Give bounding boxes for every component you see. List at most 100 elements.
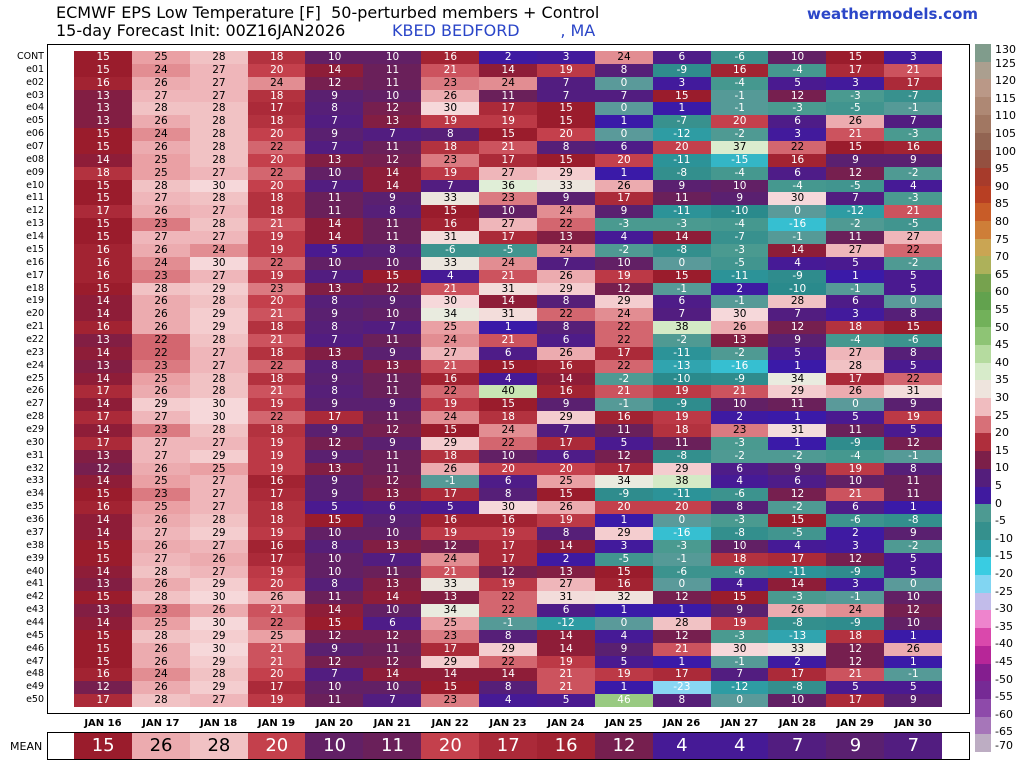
heatmap-cell: 30 [189,616,249,631]
colorbar-label: 100 [995,144,1016,158]
heatmap-cell: 23 [421,76,480,91]
heatmap-cell: 6 [479,346,538,361]
heatmap-cell: 13 [74,604,133,618]
heatmap-cell: 15 [421,424,480,438]
colorbar-segment [975,291,991,310]
heatmap-cell: 28 [189,668,249,682]
mean-cell: 26 [131,733,191,759]
heatmap-cell: 18 [652,424,712,438]
heatmap-cell: 21 [247,642,306,657]
colorbar-label: -15 [995,549,1013,563]
brand-link[interactable]: weathermodels.com [806,5,978,23]
heatmap-cell: 11 [363,63,422,78]
heatmap-cell: 7 [536,76,596,91]
heatmap-cell: 24 [189,243,249,258]
mean-frame [47,732,970,760]
heatmap-cell: 27 [131,552,191,566]
member-label: e38 [26,539,44,551]
colorbar-label: -40 [995,637,1013,651]
heatmap-cell: -10 [710,205,769,219]
heatmap-cell: 26 [826,115,885,129]
heatmap-cell: 26 [189,552,249,566]
heatmap-cell: 24 [479,424,538,438]
heatmap-cell: 31 [421,231,480,245]
heatmap-cell: 5 [421,501,480,515]
heatmap-cell: 17 [74,385,133,399]
heatmap-cell: 6 [768,115,827,129]
heatmap-cell: -2 [652,333,712,348]
heatmap-cell: 14 [74,295,133,309]
heatmap-cell: -12 [710,681,769,695]
heatmap-cell: 19 [710,616,769,631]
heatmap-cell: -2 [594,243,654,258]
heatmap-cell: 14 [305,218,364,232]
heatmap-cell: 3 [884,51,943,65]
heatmap-cell: 27 [884,231,943,245]
member-label: e47 [26,655,44,667]
heatmap-cell: -9 [768,269,827,284]
heatmap-cell: 0 [594,76,654,91]
heatmap-cell: 29 [189,449,249,464]
colorbar-segment [975,610,991,629]
heatmap-cell: 23 [131,604,191,618]
chart-title: ECMWF EPS Low Temperature [F] 50-perturb… [56,3,600,22]
heatmap-cell: 9 [363,398,422,412]
heatmap-cell: 26 [131,462,191,476]
heatmap-cell: 15 [421,205,480,219]
heatmap-cell: 27 [131,411,191,425]
heatmap-cell: 12 [826,642,885,657]
colorbar-label: 5 [995,479,1002,492]
heatmap-cell: 21 [884,205,943,219]
heatmap-cell: 16 [884,141,943,155]
heatmap-cell: 21 [479,269,538,284]
heatmap-cell: 22 [247,411,306,425]
heatmap-cell: 9 [594,642,654,657]
heatmap-cell: 0 [884,295,943,309]
heatmap-cell: 18 [247,51,306,65]
heatmap-cell: -1 [826,282,885,296]
heatmap-cell: 29 [536,411,596,425]
member-label: e14 [26,231,44,243]
heatmap-cell: 7 [536,89,596,103]
colorbar-segment [975,645,991,664]
heatmap-cell: -2 [710,346,769,361]
date-axis: JAN 16 JAN 17 JAN 18 JAN 19 JAN 20 JAN 21 JAN … [74,718,942,732]
heatmap-cell: -4 [710,76,769,91]
colorbar-segment [975,362,991,381]
colorbar-segment [975,167,991,187]
heatmap-cell: 26 [131,681,191,695]
colorbar-segment [975,203,991,222]
heatmap-cell: 7 [305,333,364,348]
heatmap-cell: -6 [652,565,712,579]
heatmap-cell: 12 [768,321,827,335]
member-label: e35 [26,501,44,513]
heatmap-cell: 15 [768,514,827,528]
heatmap-cell: 9 [363,514,422,528]
heatmap-cell: 19 [247,565,306,579]
heatmap-cell: -3 [826,89,885,103]
heatmap-cell: 0 [652,578,712,592]
heatmap-cell: 30 [768,192,827,206]
heatmap-cell: 14 [536,372,596,386]
heatmap-cell: 19 [826,462,885,476]
colorbar-label: 30 [995,391,1009,404]
heatmap-cell: 5 [305,501,364,515]
heatmap-cell: 6 [536,449,596,464]
heatmap-cell: 17 [768,668,827,682]
heatmap-cell: 17 [74,694,133,708]
heatmap-cell: 0 [652,514,712,528]
heatmap-cell: 8 [305,385,364,399]
heatmap-cell: 25 [421,321,480,335]
heatmap-cell: 28 [189,424,249,438]
heatmap-cell: 9 [363,295,422,309]
heatmap-cell: -4 [768,179,827,193]
heatmap-cell: 17 [826,694,885,708]
heatmap-cell: 16 [421,514,480,528]
colorbar [975,44,991,753]
member-label: e16 [26,256,44,268]
date-label: JAN 23 [489,718,527,729]
heatmap-cell: 14 [479,63,538,78]
colorbar-label: 95 [995,162,1009,176]
colorbar-label: 50 [995,320,1009,334]
heatmap-cell: 26 [536,501,596,515]
